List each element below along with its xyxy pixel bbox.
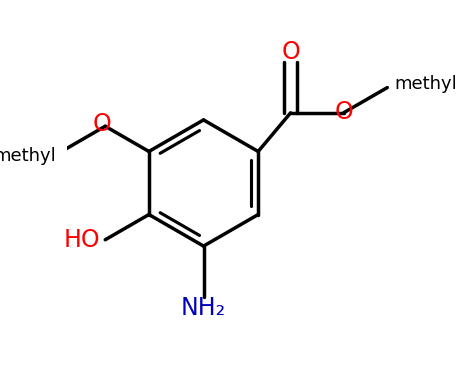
Text: O: O bbox=[92, 112, 111, 137]
Text: O: O bbox=[280, 40, 299, 64]
Text: NH₂: NH₂ bbox=[180, 296, 226, 320]
Text: methyl: methyl bbox=[0, 147, 56, 165]
Text: O: O bbox=[334, 100, 352, 124]
Text: HO: HO bbox=[63, 228, 100, 252]
Text: methyl: methyl bbox=[394, 75, 456, 93]
